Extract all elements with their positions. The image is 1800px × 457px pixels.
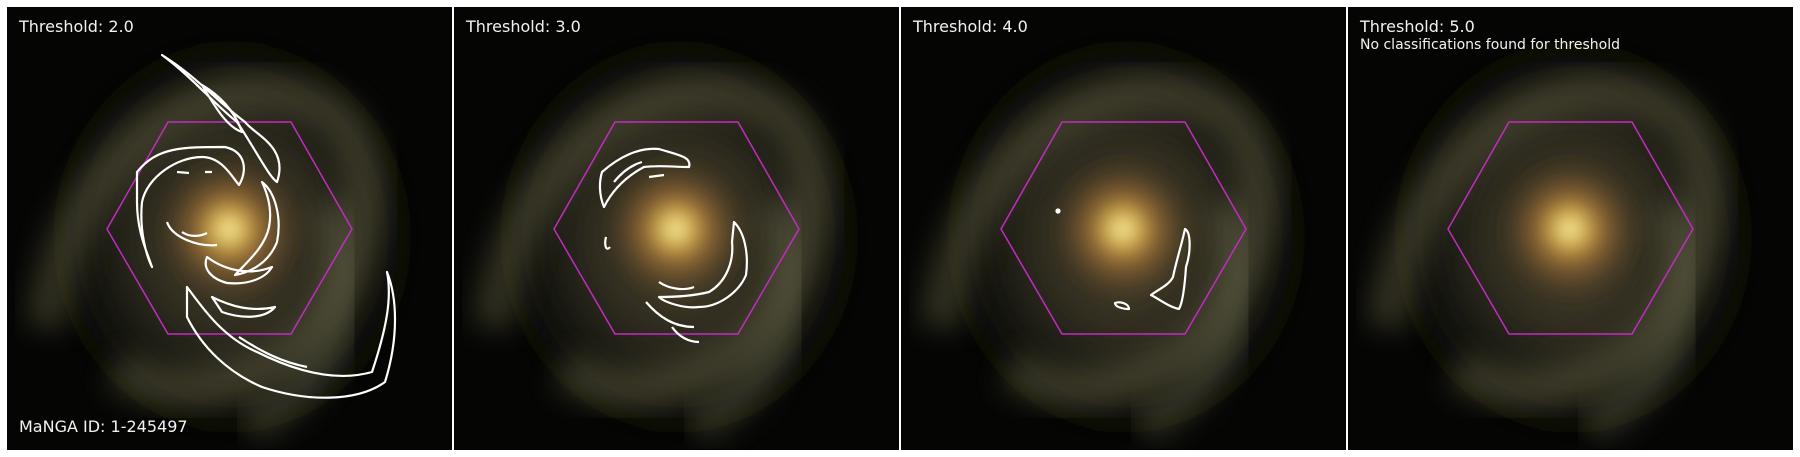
manga-id-label: MaNGA ID: 1-245497 bbox=[19, 417, 188, 436]
contour-lines bbox=[598, 147, 748, 344]
panel-threshold-4: Threshold: 4.0 bbox=[901, 7, 1346, 450]
panel-title: Threshold: 5.0 bbox=[1360, 17, 1475, 36]
panel-title: Threshold: 4.0 bbox=[913, 17, 1028, 36]
panel-threshold-2: Threshold: 2.0 MaNGA ID: 1-245497 bbox=[7, 7, 452, 450]
panel-title: Threshold: 2.0 bbox=[19, 17, 134, 36]
hexagon-overlay bbox=[1000, 121, 1247, 335]
panel-note: No classifications found for threshold bbox=[1360, 37, 1620, 53]
contour-lines bbox=[1055, 208, 1191, 311]
galaxy-image bbox=[1348, 7, 1793, 450]
hexagon-overlay bbox=[553, 121, 800, 335]
hexagon-overlay bbox=[106, 121, 353, 335]
galaxy-image bbox=[7, 7, 452, 450]
galaxy-image bbox=[901, 7, 1346, 450]
panel-title: Threshold: 3.0 bbox=[466, 17, 581, 36]
panel-threshold-3: Threshold: 3.0 bbox=[454, 7, 899, 450]
hexagon-overlay bbox=[1447, 121, 1694, 335]
panel-threshold-5: Threshold: 5.0 No classifications found … bbox=[1348, 7, 1793, 450]
galaxy-image bbox=[454, 7, 899, 450]
contour-lines bbox=[135, 53, 397, 399]
